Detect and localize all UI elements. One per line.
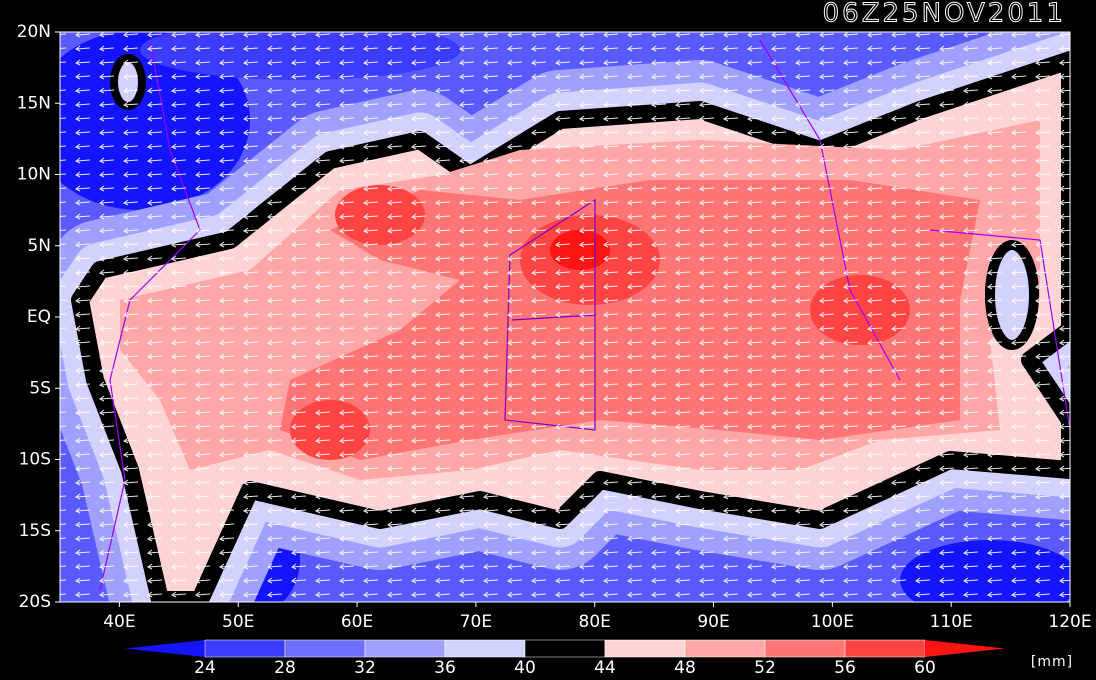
colorbar-label: 32 (354, 658, 376, 678)
lat-label: 10N (17, 165, 51, 185)
lon-label: 60E (341, 612, 373, 632)
colorbar-label: 24 (194, 658, 216, 678)
lon-label: 40E (103, 612, 135, 632)
colorbar-label: 40 (514, 658, 536, 678)
lon-label: 120E (1048, 612, 1091, 632)
lat-label: 10S (19, 450, 51, 470)
colorbar-segment (764, 639, 846, 658)
lat-label: 15S (19, 521, 51, 541)
lon-label: 80E (579, 612, 611, 632)
colorbar-segment (684, 639, 766, 658)
lon-label: 50E (222, 612, 254, 632)
lat-label: 15N (17, 93, 51, 113)
map-field (60, 32, 1070, 602)
lat-label: EQ (27, 307, 51, 327)
colorbar-arrow-high (925, 640, 1005, 657)
lon-label: 70E (460, 612, 492, 632)
lon-label: 110E (930, 612, 973, 632)
colorbar-segment (364, 639, 446, 658)
colorbar-segment (204, 639, 286, 658)
lon-label: 100E (811, 612, 854, 632)
colorbar-segment (844, 639, 926, 658)
lat-label: 20N (17, 22, 51, 42)
colorbar-segment (524, 639, 606, 658)
lat-label: 20S (19, 592, 51, 612)
colorbar-label: 60 (914, 658, 936, 678)
lon-label: 90E (697, 612, 729, 632)
colorbar-segment (604, 639, 686, 658)
colorbar-segment (284, 639, 366, 658)
lat-label: 5S (29, 378, 51, 398)
lat-label: 5N (27, 236, 51, 256)
colorbar-arrow-low (125, 640, 205, 657)
map-title: 06Z25NOV2011 (823, 0, 1066, 29)
colorbar-unit: [mm] (1031, 654, 1073, 670)
colorbar-label: 36 (434, 658, 456, 678)
colorbar-label: 44 (594, 658, 616, 678)
axes: 20N 15N 10N 5N EQ 5S 10S 15S 20S 40E 50E 60E 70E 80E 9… (17, 22, 1092, 678)
colorbar-label: 48 (674, 658, 696, 678)
colorbar-label: 56 (834, 658, 856, 678)
colorbar-segment (444, 639, 526, 658)
colorbar-label: 52 (754, 658, 776, 678)
colorbar-label: 28 (274, 658, 296, 678)
